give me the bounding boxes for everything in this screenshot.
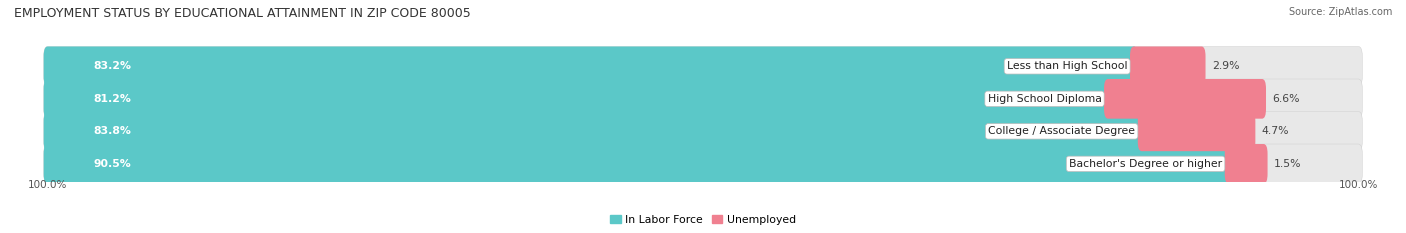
Text: 100.0%: 100.0% — [1339, 180, 1378, 190]
FancyBboxPatch shape — [1225, 144, 1268, 184]
Text: 1.5%: 1.5% — [1274, 159, 1302, 169]
Text: 4.7%: 4.7% — [1261, 126, 1289, 136]
FancyBboxPatch shape — [44, 112, 1146, 151]
FancyBboxPatch shape — [44, 144, 1362, 184]
Text: Bachelor's Degree or higher: Bachelor's Degree or higher — [1069, 159, 1222, 169]
Text: 83.2%: 83.2% — [93, 61, 131, 71]
FancyBboxPatch shape — [44, 47, 1137, 86]
FancyBboxPatch shape — [44, 144, 1233, 184]
Text: High School Diploma: High School Diploma — [987, 94, 1101, 104]
Legend: In Labor Force, Unemployed: In Labor Force, Unemployed — [606, 211, 800, 230]
Text: 2.9%: 2.9% — [1212, 61, 1240, 71]
FancyBboxPatch shape — [1137, 112, 1256, 151]
Text: 90.5%: 90.5% — [93, 159, 131, 169]
Text: Source: ZipAtlas.com: Source: ZipAtlas.com — [1288, 7, 1392, 17]
FancyBboxPatch shape — [44, 79, 1362, 119]
Text: 100.0%: 100.0% — [28, 180, 67, 190]
Text: 6.6%: 6.6% — [1272, 94, 1301, 104]
Text: EMPLOYMENT STATUS BY EDUCATIONAL ATTAINMENT IN ZIP CODE 80005: EMPLOYMENT STATUS BY EDUCATIONAL ATTAINM… — [14, 7, 471, 20]
FancyBboxPatch shape — [44, 47, 1362, 86]
FancyBboxPatch shape — [44, 112, 1362, 151]
Text: College / Associate Degree: College / Associate Degree — [988, 126, 1135, 136]
FancyBboxPatch shape — [1104, 79, 1265, 119]
FancyBboxPatch shape — [1130, 47, 1205, 86]
FancyBboxPatch shape — [44, 79, 1112, 119]
Text: 83.8%: 83.8% — [93, 126, 131, 136]
Text: 81.2%: 81.2% — [93, 94, 131, 104]
Text: Less than High School: Less than High School — [1007, 61, 1128, 71]
